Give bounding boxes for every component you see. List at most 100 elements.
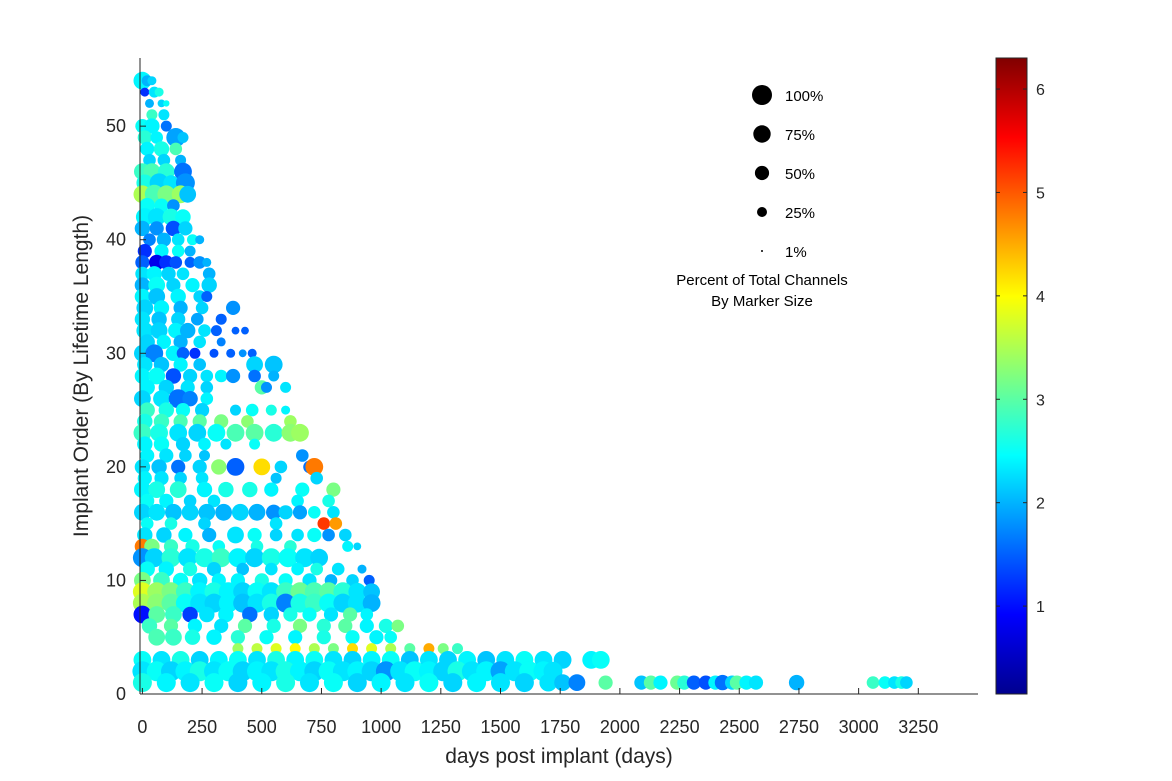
data-point — [193, 256, 206, 269]
data-point — [231, 326, 240, 335]
data-point — [308, 506, 321, 519]
data-point — [276, 673, 296, 693]
data-point — [184, 245, 196, 257]
data-point — [247, 527, 262, 543]
data-point — [137, 436, 153, 452]
data-point — [269, 528, 283, 542]
data-point — [261, 548, 281, 568]
data-point — [164, 517, 178, 530]
data-point — [308, 643, 320, 655]
data-point — [353, 542, 362, 551]
data-point — [188, 423, 207, 442]
data-point — [132, 673, 152, 693]
data-point — [198, 437, 211, 451]
size-legend: 100% 75% 50% 25% 1% — [752, 85, 823, 261]
data-point — [378, 618, 393, 634]
data-point — [173, 357, 188, 372]
data-point — [187, 234, 198, 246]
data-point — [193, 335, 206, 349]
data-point — [179, 185, 197, 203]
data-point — [360, 608, 374, 621]
data-point — [161, 266, 176, 281]
data-point — [148, 503, 166, 521]
data-point — [265, 404, 277, 416]
data-point — [363, 574, 375, 586]
data-point — [170, 288, 186, 305]
data-point — [173, 300, 188, 315]
data-point — [134, 277, 151, 293]
data-point — [307, 527, 322, 543]
data-point — [900, 676, 913, 689]
data-point — [653, 675, 668, 690]
x-axis-label: days post implant (days) — [445, 745, 673, 768]
data-point — [148, 606, 166, 623]
data-point — [146, 109, 158, 121]
data-point — [305, 458, 324, 476]
data-point — [339, 528, 352, 542]
data-point — [156, 232, 171, 247]
data-point — [788, 674, 805, 691]
data-point — [181, 503, 199, 521]
y-tick-label: 30 — [106, 343, 126, 363]
data-point — [302, 607, 317, 622]
data-point — [195, 301, 209, 315]
colorbar-ticks: 1 2 3 4 5 6 — [996, 82, 1045, 616]
data-point — [206, 562, 222, 577]
x-tick-label: 1250 — [421, 717, 461, 737]
data-point — [169, 481, 187, 498]
data-point — [154, 244, 169, 259]
x-tick-label: 250 — [187, 717, 217, 737]
data-point — [179, 449, 192, 462]
data-point — [246, 356, 263, 373]
data-point — [165, 503, 182, 521]
data-point — [148, 481, 166, 498]
data-point — [226, 368, 241, 384]
data-point — [156, 673, 176, 693]
data-point — [196, 481, 213, 498]
data-point — [215, 503, 233, 521]
data-point — [175, 209, 191, 225]
data-point — [419, 673, 439, 693]
data-point — [391, 619, 405, 633]
data-point — [226, 423, 245, 442]
data-point — [187, 618, 202, 634]
data-point — [280, 381, 292, 393]
x-axis-ticks: 0 250 500 750 1000 1250 1500 1750 2000 2250 2500 27… — [137, 688, 938, 737]
data-point — [404, 643, 416, 655]
data-point — [289, 643, 301, 655]
data-point — [238, 349, 247, 358]
data-point — [154, 87, 164, 97]
data-point — [310, 548, 328, 567]
data-point — [232, 643, 244, 655]
size-legend-marker — [757, 207, 767, 217]
data-point — [137, 130, 152, 145]
data-point — [210, 325, 222, 337]
y-tick-label: 0 — [116, 684, 126, 704]
data-point — [259, 630, 274, 645]
data-point — [195, 548, 214, 568]
data-point — [191, 312, 204, 326]
data-point — [135, 266, 150, 281]
data-point — [384, 630, 398, 644]
colorbar-tick-label: 3 — [1036, 392, 1045, 409]
y-tick-label: 50 — [106, 116, 126, 136]
data-point — [145, 98, 154, 108]
data-point — [148, 628, 166, 646]
data-point — [176, 267, 190, 281]
data-point — [359, 618, 374, 634]
data-point — [192, 459, 207, 474]
data-point — [326, 482, 341, 497]
data-point — [347, 673, 367, 693]
data-point — [241, 326, 249, 335]
data-point — [331, 562, 345, 576]
data-point — [866, 676, 880, 689]
data-point — [173, 334, 188, 349]
data-point — [322, 528, 335, 542]
data-point — [245, 403, 259, 417]
data-point — [274, 460, 288, 474]
data-point — [218, 481, 234, 498]
data-point — [198, 517, 211, 530]
data-point — [201, 291, 213, 302]
data-point — [211, 459, 227, 475]
data-point — [281, 405, 291, 415]
